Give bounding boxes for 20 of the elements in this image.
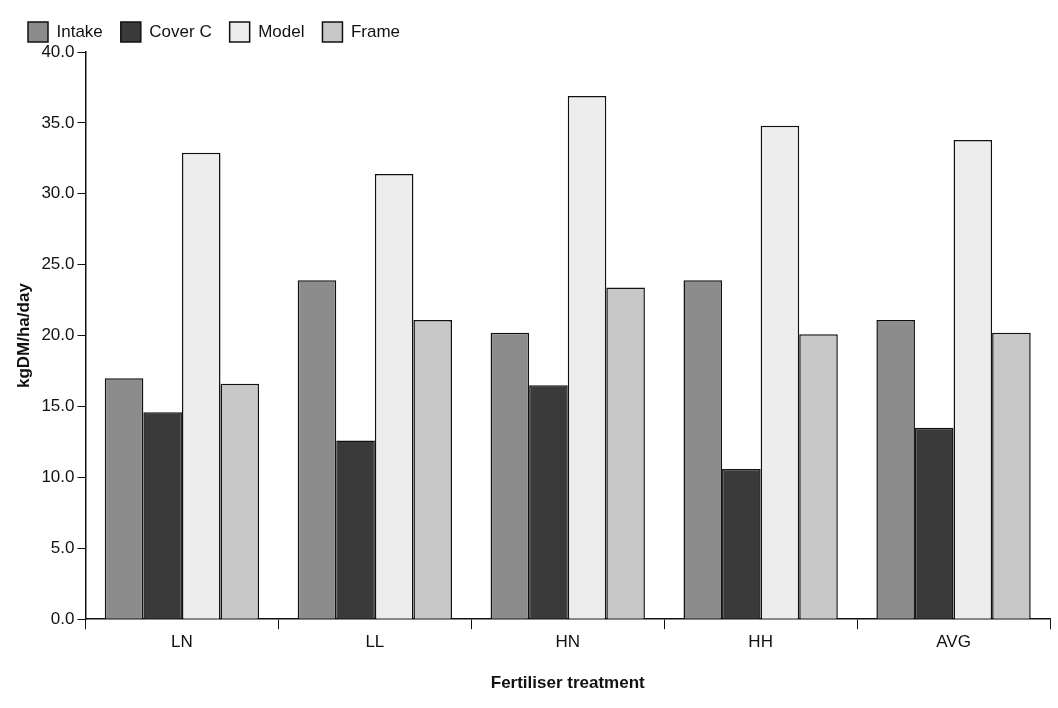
- y-tick-label: 5.0: [50, 537, 75, 557]
- y-tick-label: 0.0: [50, 608, 75, 628]
- y-axis-title: kgDM/ha/day: [13, 282, 33, 389]
- x-tick-label: AVG: [936, 632, 971, 652]
- x-axis-title: Fertiliser treatment: [490, 673, 646, 693]
- x-tick-label: HH: [748, 632, 773, 652]
- legend-label: Frame: [350, 21, 401, 41]
- y-tick-label: 20.0: [41, 325, 75, 345]
- y-tick-label: 25.0: [41, 254, 75, 274]
- legend-label: Intake: [56, 21, 103, 41]
- x-tick-label: LN: [171, 632, 193, 652]
- x-tick-label: LL: [365, 632, 385, 652]
- y-tick-label: 40.0: [41, 41, 75, 61]
- y-tick-label: 35.0: [41, 112, 75, 132]
- y-tick-label: 15.0: [41, 396, 75, 416]
- x-tick-label: HN: [555, 632, 581, 652]
- legend-label: Cover C: [149, 21, 212, 41]
- legend-label: Model: [258, 21, 305, 41]
- y-tick-label: 30.0: [41, 183, 75, 203]
- y-tick-label: 10.0: [41, 467, 75, 487]
